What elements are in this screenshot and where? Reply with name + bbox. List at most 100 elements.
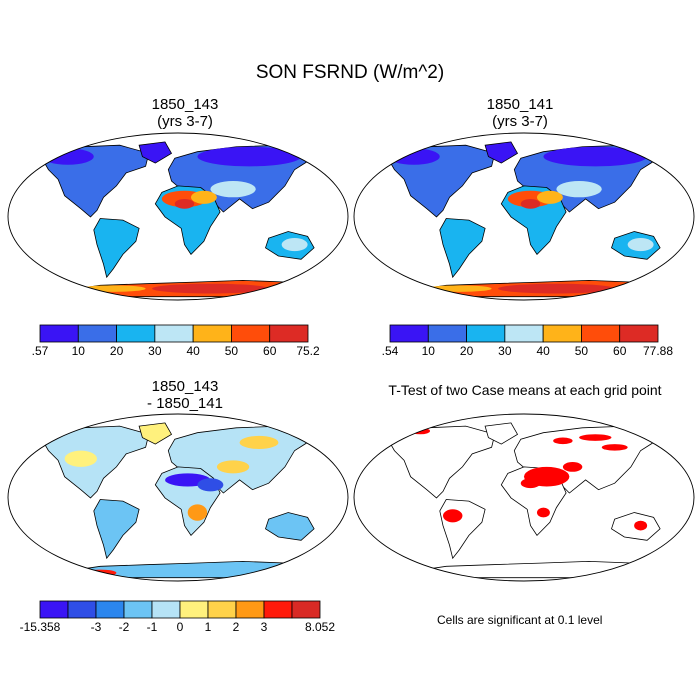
significant-cell: [579, 434, 612, 441]
panel-2-title-block: 1850_141 (yrs 3-7): [355, 96, 685, 130]
field-region: [543, 146, 648, 167]
land-south-america: [93, 499, 140, 560]
land-greenland: [484, 422, 519, 445]
land-south-america: [93, 218, 140, 279]
colorbar-tick-label: 75.2: [296, 344, 320, 358]
field-region: [187, 504, 208, 521]
panel-3-subtitle: - 1850_141: [147, 395, 223, 412]
map-panel-2: [353, 132, 695, 301]
colorbar-tick-label: 50: [575, 344, 589, 358]
field-region: [190, 190, 217, 204]
field-region: [281, 238, 308, 252]
colorbar-swatch: [542, 324, 582, 343]
land-south-america: [439, 218, 486, 279]
colorbar-swatch: [151, 600, 181, 619]
colorbar-tick-label: 30: [148, 344, 162, 358]
colorbar-swatch: [235, 600, 265, 619]
colorbar-swatch: [77, 324, 117, 343]
colorbar-tick-label: 50: [225, 344, 239, 358]
colorbar-tick-label: 1: [205, 620, 212, 634]
colorbar-tick-label: 3: [261, 620, 268, 634]
field-region: [536, 190, 563, 204]
colorbar-tick-label: -1: [147, 620, 158, 634]
field-region: [197, 478, 224, 492]
map-panel-1: [7, 132, 349, 301]
colorbar-swatch: [95, 600, 125, 619]
colorbar-tick-label: 60: [263, 344, 277, 358]
panel-1-title: 1850_143: [151, 96, 219, 113]
colorbar-panel-3: -15.358 -3 -2 -1 0 1 2 3 8.052: [20, 600, 335, 634]
colorbar-swatch: [192, 324, 232, 343]
field-region: [41, 148, 94, 165]
land-antarctica: [412, 560, 648, 579]
colorbar-tick-label: -3: [91, 620, 102, 634]
colorbar-tick-label: 0: [177, 620, 184, 634]
colorbar-tick-label: .57: [32, 344, 49, 358]
colorbar-tick-label: 8.052: [305, 620, 335, 634]
field-region: [64, 450, 98, 467]
colorbar-tick-label: 77.88: [643, 344, 673, 358]
map-border: [353, 413, 695, 582]
colorbar-tick-label: -2: [119, 620, 130, 634]
colorbar-swatch: [427, 324, 467, 343]
field-region: [216, 460, 250, 474]
field-region: [426, 285, 492, 292]
colorbar-swatch: [154, 324, 194, 343]
colorbar-swatch: [504, 324, 544, 343]
colorbar-tick-label: -15.358: [20, 620, 61, 634]
panel-1-title-block: 1850_143 (yrs 3-7): [20, 96, 350, 130]
field-region: [520, 198, 541, 209]
colorbar-tick-label: 20: [460, 344, 474, 358]
panel-3-title-block: 1850_143 - 1850_141: [20, 378, 350, 412]
colorbar-swatch: [123, 600, 153, 619]
colorbar-tick-label: 2: [233, 620, 240, 634]
page-title: SON FSRND (W/m^2): [255, 62, 445, 83]
colorbar-swatch: [291, 600, 321, 619]
field-region: [84, 569, 117, 577]
map-border: [353, 132, 695, 301]
colorbar-swatch: [269, 324, 309, 343]
field-region: [210, 181, 256, 198]
field-region: [627, 238, 654, 252]
colorbar-tick-label: 40: [536, 344, 550, 358]
significant-cell: [601, 444, 628, 451]
colorbar-tick-label: 30: [498, 344, 512, 358]
colorbar-tick-label: 60: [613, 344, 627, 358]
land-greenland: [484, 141, 519, 164]
field-region: [174, 198, 195, 209]
colorbar-swatch: [39, 324, 79, 343]
significant-cell: [520, 478, 541, 489]
significance-note: Cells are significant at 0.1 level: [437, 613, 603, 627]
colorbar-swatch: [116, 324, 156, 343]
significant-cell: [634, 520, 648, 531]
significant-cell: [562, 462, 583, 472]
significant-cell: [443, 509, 463, 523]
colorbar-swatch: [207, 600, 237, 619]
colorbar-swatch: [263, 600, 293, 619]
field-region: [556, 181, 602, 198]
colorbar-swatch: [466, 324, 506, 343]
land-greenland: [138, 141, 173, 164]
panel-4-title-block: T-Test of two Case means at each grid po…: [355, 382, 695, 399]
field-region: [197, 146, 302, 167]
colorbar-tick-label: .54: [382, 344, 399, 358]
panel-3-title: 1850_143: [151, 378, 219, 395]
land-antarctica: [66, 560, 302, 579]
map-border: [7, 132, 349, 301]
colorbar-swatch: [39, 600, 69, 619]
colorbar-panel-2: .54 10 20 30 40 50 60 77.88: [382, 324, 673, 358]
significant-cell: [553, 437, 573, 445]
panel-2-subtitle: (yrs 3-7): [492, 113, 548, 130]
field-region: [152, 283, 269, 294]
field-region: [387, 148, 440, 165]
land-australia: [265, 512, 315, 541]
panel-2-title: 1850_141: [486, 96, 554, 113]
field-region: [498, 283, 615, 294]
colorbar-swatch: [581, 324, 621, 343]
colorbar-tick-label: 40: [186, 344, 200, 358]
land-greenland: [138, 422, 173, 445]
panel-1-subtitle: (yrs 3-7): [157, 113, 213, 130]
panel-4-title: T-Test of two Case means at each grid po…: [388, 382, 662, 398]
map-panel-4: [353, 413, 695, 582]
